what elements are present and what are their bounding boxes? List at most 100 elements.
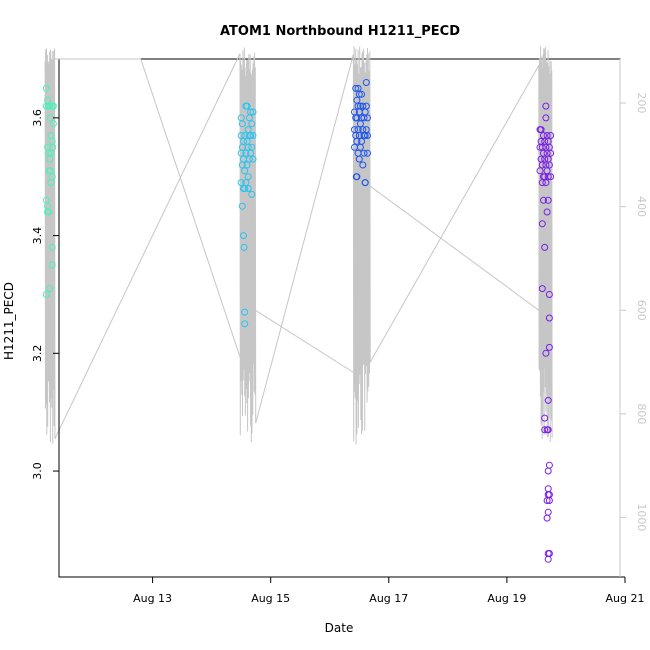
data-point — [547, 173, 555, 181]
data-point — [538, 161, 546, 169]
data-point — [244, 185, 252, 192]
data-point — [544, 173, 552, 181]
data-point — [249, 132, 257, 139]
data-point — [544, 508, 552, 516]
data-point — [248, 143, 256, 151]
data-point — [238, 202, 246, 210]
data-point — [237, 132, 245, 139]
data-point — [355, 90, 363, 98]
data-point — [244, 143, 252, 151]
data-point — [538, 220, 546, 228]
data-point — [240, 232, 247, 240]
data-point — [545, 343, 553, 351]
data-point — [538, 285, 546, 293]
data-point — [358, 90, 366, 98]
data-point — [352, 173, 360, 181]
x-tick-label: Aug 15 — [251, 592, 290, 605]
data-point — [547, 132, 555, 139]
data-point — [240, 243, 248, 251]
data-point — [544, 426, 552, 434]
axis-layer: Aug 13 Aug 15 Aug 17 Aug 19 Aug 21 3.0 3.2 3.4 3… — [31, 59, 648, 605]
trace-segment — [369, 185, 540, 311]
data-point — [362, 102, 370, 110]
data-point — [544, 467, 552, 475]
data-point — [545, 314, 553, 322]
data-point — [362, 79, 370, 86]
data-point — [242, 179, 250, 187]
data-point — [364, 149, 371, 157]
data-point — [542, 349, 550, 357]
data-point — [540, 196, 547, 204]
right-tick-label: 600 — [635, 300, 648, 321]
data-point — [359, 161, 367, 169]
x-tick-label: Aug 17 — [369, 592, 408, 605]
data-point — [544, 196, 552, 204]
data-point — [352, 84, 360, 92]
data-point — [360, 149, 368, 157]
data-point — [249, 155, 257, 163]
data-point — [241, 308, 249, 316]
data-point — [542, 102, 550, 110]
right-tick-label: 800 — [635, 403, 648, 424]
x-axis-label: Date — [325, 621, 354, 635]
data-point — [545, 461, 553, 469]
data-point — [544, 485, 552, 493]
right-tick-label: 400 — [635, 196, 648, 217]
right-tick-label: 200 — [635, 93, 648, 114]
data-point — [545, 497, 553, 504]
right-tick-label: 1000 — [635, 503, 648, 531]
data-point — [47, 149, 55, 157]
data-point — [364, 114, 371, 122]
data-point — [49, 102, 57, 110]
trace-segment — [255, 309, 354, 373]
data-point — [46, 102, 54, 110]
data-point — [48, 243, 56, 251]
data-point — [248, 190, 256, 198]
data-point — [247, 132, 255, 139]
data-point — [241, 320, 249, 328]
y-tick-label: 3.4 — [31, 227, 44, 245]
data-point — [249, 108, 257, 116]
data-point — [243, 161, 251, 169]
data-point — [238, 120, 246, 128]
data-point — [541, 414, 549, 422]
y-tick-label: 3.0 — [31, 462, 44, 480]
data-point — [359, 102, 367, 110]
point-layer — [42, 79, 555, 563]
data-point — [42, 84, 50, 92]
data-point — [241, 167, 249, 175]
data-point — [45, 208, 53, 216]
data-point — [541, 243, 549, 251]
x-tick-label: Aug 19 — [487, 592, 526, 605]
data-point — [42, 291, 50, 298]
data-point — [242, 149, 250, 157]
y-axis-label: H1211_PECD — [2, 282, 16, 360]
data-point — [541, 426, 549, 434]
data-point — [237, 179, 245, 187]
data-point — [545, 291, 553, 298]
data-point — [247, 108, 255, 116]
data-point — [244, 173, 252, 181]
data-point — [48, 261, 56, 269]
data-point — [353, 137, 361, 145]
data-point — [544, 555, 552, 563]
y-tick-label: 3.2 — [31, 345, 44, 363]
data-point — [243, 102, 251, 110]
data-point — [355, 155, 363, 163]
data-point — [358, 137, 366, 145]
data-point — [545, 161, 553, 169]
y-tick-label: 3.6 — [31, 109, 44, 127]
data-point — [46, 285, 54, 293]
data-point — [49, 120, 57, 128]
data-point — [542, 179, 550, 187]
data-point — [543, 497, 551, 504]
data-point — [45, 167, 53, 175]
data-point — [361, 179, 369, 187]
data-point — [48, 173, 56, 181]
data-point — [353, 114, 361, 122]
plot-frame — [58, 58, 621, 578]
data-point — [364, 132, 371, 139]
chart-title: ATOM1 Northbound H1211_PECD — [220, 24, 460, 39]
data-point — [544, 396, 552, 404]
